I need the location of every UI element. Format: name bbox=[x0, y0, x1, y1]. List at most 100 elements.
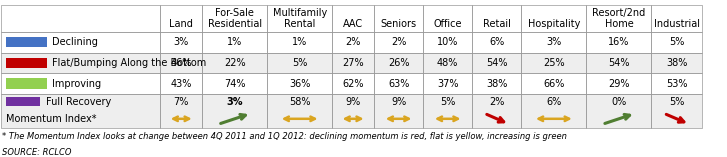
Bar bbox=[587, 73, 651, 94]
Bar bbox=[423, 53, 473, 73]
Bar bbox=[1, 32, 160, 53]
Bar bbox=[7, 78, 47, 89]
Bar bbox=[651, 94, 702, 128]
Text: Rental: Rental bbox=[284, 19, 316, 29]
Bar bbox=[374, 53, 423, 73]
Bar bbox=[473, 94, 521, 128]
Bar bbox=[521, 5, 587, 32]
Text: * The Momentum Index looks at change between 4Q 2011 and 1Q 2012: declining mome: * The Momentum Index looks at change bet… bbox=[2, 132, 567, 141]
Text: 5%: 5% bbox=[440, 97, 455, 107]
Text: Resort/2nd: Resort/2nd bbox=[593, 8, 646, 18]
Bar bbox=[332, 94, 374, 128]
Text: 9%: 9% bbox=[391, 97, 406, 107]
Text: Hospitality: Hospitality bbox=[528, 19, 580, 29]
Text: For-Sale: For-Sale bbox=[215, 8, 254, 18]
Text: 6%: 6% bbox=[546, 97, 561, 107]
Text: 38%: 38% bbox=[666, 58, 687, 68]
Bar bbox=[374, 32, 423, 53]
Bar bbox=[423, 73, 473, 94]
Bar bbox=[587, 94, 651, 128]
Text: 27%: 27% bbox=[342, 58, 364, 68]
Bar bbox=[267, 53, 332, 73]
Bar bbox=[587, 5, 651, 32]
Bar bbox=[1, 5, 160, 32]
Text: Office: Office bbox=[433, 19, 462, 29]
Bar bbox=[587, 53, 651, 73]
Text: Retail: Retail bbox=[483, 19, 511, 29]
Bar bbox=[332, 5, 374, 32]
Bar bbox=[202, 5, 267, 32]
Bar bbox=[473, 73, 521, 94]
Bar bbox=[160, 53, 202, 73]
Bar bbox=[374, 32, 423, 53]
Bar bbox=[423, 32, 473, 53]
Text: 54%: 54% bbox=[486, 58, 507, 68]
Text: 9%: 9% bbox=[345, 97, 361, 107]
Text: 5%: 5% bbox=[669, 37, 684, 47]
Bar bbox=[651, 53, 702, 73]
Bar bbox=[423, 94, 473, 128]
Bar bbox=[587, 94, 651, 128]
Bar bbox=[1, 94, 160, 128]
Bar bbox=[473, 94, 521, 128]
Text: 1%: 1% bbox=[292, 37, 308, 47]
Bar bbox=[651, 73, 702, 94]
Bar bbox=[651, 5, 702, 32]
Bar bbox=[473, 53, 521, 73]
Bar bbox=[202, 94, 267, 128]
Bar bbox=[587, 53, 651, 73]
Bar bbox=[332, 73, 374, 94]
Bar bbox=[374, 53, 423, 73]
Text: 3%: 3% bbox=[226, 97, 243, 107]
Bar bbox=[7, 97, 40, 106]
Bar bbox=[521, 53, 587, 73]
Bar bbox=[267, 73, 332, 94]
Bar bbox=[473, 5, 521, 32]
Bar bbox=[202, 73, 267, 94]
Bar bbox=[202, 32, 267, 53]
Bar bbox=[374, 5, 423, 32]
Bar bbox=[423, 73, 473, 94]
Text: Home: Home bbox=[605, 19, 633, 29]
Bar bbox=[587, 73, 651, 94]
Bar bbox=[202, 53, 267, 73]
Text: 38%: 38% bbox=[486, 78, 507, 89]
Text: 63%: 63% bbox=[388, 78, 409, 89]
Text: 53%: 53% bbox=[666, 78, 688, 89]
Text: 54%: 54% bbox=[608, 58, 630, 68]
Bar bbox=[332, 73, 374, 94]
Text: 2%: 2% bbox=[345, 37, 361, 47]
Bar bbox=[651, 5, 702, 32]
Text: Residential: Residential bbox=[208, 19, 262, 29]
Text: 62%: 62% bbox=[342, 78, 364, 89]
Bar bbox=[202, 73, 267, 94]
Text: 37%: 37% bbox=[437, 78, 459, 89]
Bar bbox=[587, 32, 651, 53]
Bar bbox=[374, 94, 423, 128]
Bar bbox=[423, 5, 473, 32]
Bar bbox=[374, 73, 423, 94]
Text: 5%: 5% bbox=[669, 97, 684, 107]
Bar bbox=[374, 73, 423, 94]
Bar bbox=[587, 5, 651, 32]
Bar bbox=[332, 32, 374, 53]
Bar bbox=[160, 32, 202, 53]
Bar bbox=[267, 32, 332, 53]
Text: 2%: 2% bbox=[489, 97, 505, 107]
Bar bbox=[521, 5, 587, 32]
Bar bbox=[160, 73, 202, 94]
Text: 6%: 6% bbox=[489, 37, 505, 47]
Text: 26%: 26% bbox=[387, 58, 409, 68]
Bar bbox=[267, 53, 332, 73]
Text: Seniors: Seniors bbox=[380, 19, 417, 29]
Bar bbox=[587, 32, 651, 53]
Text: Improving: Improving bbox=[52, 78, 102, 89]
Bar bbox=[160, 5, 202, 32]
Bar bbox=[160, 32, 202, 53]
Bar bbox=[473, 53, 521, 73]
Bar bbox=[160, 73, 202, 94]
Bar bbox=[473, 5, 521, 32]
Bar bbox=[521, 94, 587, 128]
Text: 36%: 36% bbox=[289, 78, 310, 89]
Text: 16%: 16% bbox=[608, 37, 630, 47]
